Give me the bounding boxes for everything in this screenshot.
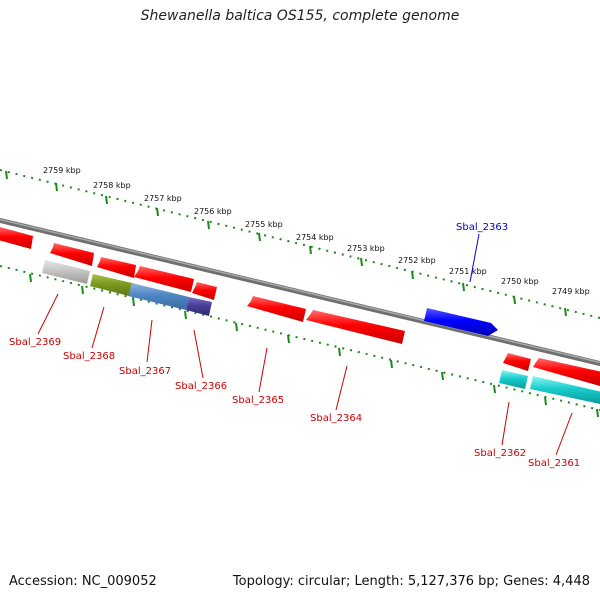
major-tick <box>287 334 290 344</box>
gene-label-sbal-2361[interactable]: Sbal_2361 <box>528 458 580 469</box>
kbp-label: 2755 kbp <box>245 220 283 229</box>
major-tick <box>184 310 187 320</box>
kbp-label: 2756 kbp <box>194 207 232 216</box>
major-tick <box>235 322 238 332</box>
genome-title: Shewanella baltica OS155, complete genom… <box>140 8 460 24</box>
genome-summary: Topology: circular; Length: 5,127,376 bp… <box>232 574 590 589</box>
major-tick <box>81 285 84 295</box>
major-tick <box>513 295 516 305</box>
major-tick <box>5 170 8 180</box>
kbp-label: 2752 kbp <box>398 256 436 265</box>
gene-arrow-sbal-2368[interactable] <box>90 274 132 296</box>
gene-arrow-sbal-2362[interactable] <box>499 370 528 389</box>
leader-line-sbal-2367 <box>146 319 153 363</box>
gene-arrow-unlabeled[interactable] <box>192 282 217 300</box>
accession-label: Accession: NC_009052 <box>9 574 157 589</box>
major-tick <box>207 220 210 230</box>
major-tick <box>29 273 32 283</box>
gene-label-sbal-2369[interactable]: Sbal_2369 <box>9 337 61 348</box>
leader-line-sbal-2363 <box>469 233 480 283</box>
gene-leader-lines <box>37 233 573 456</box>
gene-arrow-sbal-2361[interactable] <box>530 376 600 404</box>
major-tick <box>258 232 261 242</box>
gene-arrow-sbal-2363[interactable] <box>424 308 498 336</box>
gene-arrow-sbal-2367[interactable] <box>128 283 189 310</box>
gene-arrow-unlabeled[interactable] <box>50 243 94 266</box>
gene-label-sbal-2364[interactable]: Sbal_2364 <box>310 413 362 424</box>
inner-major-ticks <box>29 273 599 418</box>
gene-arrow-unlabeled[interactable] <box>134 266 194 292</box>
major-tick <box>544 396 547 406</box>
gene-label-sbal-2367[interactable]: Sbal_2367 <box>119 366 171 377</box>
kbp-label: 2757 kbp <box>144 194 182 203</box>
genome-backbone-highlight <box>0 218 600 364</box>
kbp-labels: 2759 kbp 2758 kbp 2757 kbp 2756 kbp 2755… <box>43 166 590 296</box>
genome-backbone <box>0 217 600 367</box>
gene-arrow-sbal-2366[interactable] <box>186 297 212 316</box>
major-tick <box>360 257 363 267</box>
gene-arrow-sbal-2361-upper[interactable] <box>533 358 600 386</box>
major-tick <box>390 359 393 369</box>
major-tick <box>309 245 312 255</box>
gene-label-sbal-2362[interactable]: Sbal_2362 <box>474 448 526 459</box>
gene-arrow-unlabeled[interactable] <box>97 257 136 278</box>
leader-line-sbal-2366 <box>193 329 204 379</box>
kbp-label: 2750 kbp <box>501 277 539 286</box>
outer-major-ticks <box>5 170 567 317</box>
major-tick <box>564 307 567 317</box>
kbp-label: 2751 kbp <box>449 267 487 276</box>
major-tick <box>493 384 496 394</box>
major-tick <box>462 282 465 292</box>
major-tick <box>105 195 108 205</box>
major-tick <box>596 408 599 418</box>
gene-arrow-sbal-2369[interactable] <box>42 260 90 284</box>
gene-label-sbal-2368[interactable]: Sbal_2368 <box>63 351 115 362</box>
gene-arrow-sbal-2365[interactable] <box>247 296 306 322</box>
major-tick <box>55 182 58 192</box>
gene-arrow-sbal-2364[interactable] <box>306 310 405 344</box>
major-tick <box>132 297 135 307</box>
major-tick <box>338 347 341 357</box>
gene-label-sbal-2365[interactable]: Sbal_2365 <box>232 395 284 406</box>
major-tick <box>441 371 444 381</box>
leader-line-sbal-2369 <box>37 293 59 335</box>
gene-label-sbal-2363[interactable]: Sbal_2363 <box>456 222 508 233</box>
gene-label-sbal-2366[interactable]: Sbal_2366 <box>175 381 227 392</box>
kbp-label: 2758 kbp <box>93 181 131 190</box>
leader-line-sbal-2365 <box>258 347 268 393</box>
gene-arrow-unlabeled[interactable] <box>0 227 33 249</box>
major-tick <box>156 207 159 217</box>
leader-line-sbal-2362 <box>501 401 510 446</box>
kbp-label: 2753 kbp <box>347 244 385 253</box>
major-tick <box>411 270 414 280</box>
gene-arrow-sbal-2362-upper[interactable] <box>503 353 531 371</box>
kbp-label: 2749 kbp <box>552 287 590 296</box>
leader-line-sbal-2364 <box>335 365 348 411</box>
inner-tick-ruler <box>0 265 600 411</box>
kbp-label: 2754 kbp <box>296 233 334 242</box>
gene-labels: Sbal_2369 Sbal_2368 Sbal_2367 Sbal_2366 … <box>9 222 580 469</box>
kbp-label: 2759 kbp <box>43 166 81 175</box>
leader-line-sbal-2361 <box>555 412 573 456</box>
leader-line-sbal-2368 <box>91 306 105 349</box>
